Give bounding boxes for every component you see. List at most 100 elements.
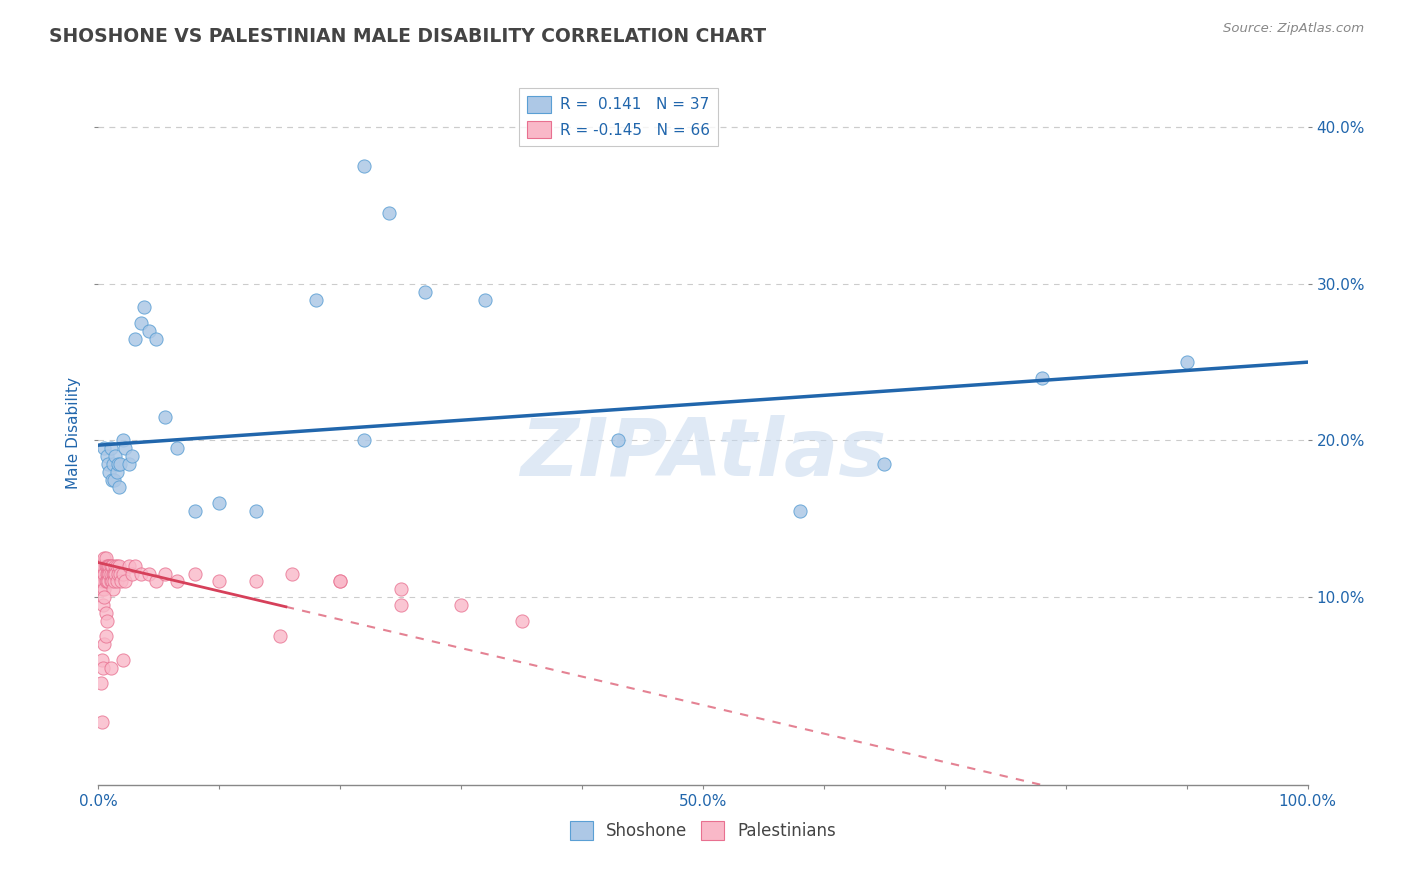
Point <box>103 574 125 589</box>
Point <box>124 558 146 573</box>
Point <box>94 558 117 573</box>
Point <box>789 504 811 518</box>
Point <box>208 574 231 589</box>
Point <box>91 582 114 597</box>
Point <box>389 598 412 612</box>
Point <box>305 293 328 307</box>
Point <box>93 637 115 651</box>
Point <box>129 316 152 330</box>
Point <box>89 566 111 581</box>
Point <box>100 558 122 573</box>
Point <box>100 558 122 573</box>
Point <box>105 465 128 479</box>
Point <box>353 160 375 174</box>
Point <box>450 598 472 612</box>
Point <box>245 574 267 589</box>
Point <box>107 566 129 581</box>
Point <box>153 409 176 424</box>
Point <box>134 301 156 315</box>
Point <box>96 558 118 573</box>
Point <box>108 457 131 471</box>
Point <box>245 504 267 518</box>
Point <box>96 614 118 628</box>
Point <box>1175 355 1198 369</box>
Point <box>1031 371 1053 385</box>
Point <box>104 449 127 463</box>
Point <box>100 574 122 589</box>
Point <box>208 496 231 510</box>
Point <box>184 504 207 518</box>
Point <box>100 574 122 589</box>
Point <box>413 285 436 299</box>
Point <box>377 206 399 220</box>
Point <box>108 480 131 494</box>
Point <box>100 566 122 581</box>
Text: ZIPAtlas: ZIPAtlas <box>520 415 886 492</box>
Point <box>124 332 146 346</box>
Point <box>96 449 118 463</box>
Point <box>93 550 115 565</box>
Point <box>98 558 121 573</box>
Point <box>166 574 188 589</box>
Point <box>97 574 120 589</box>
Point <box>329 574 352 589</box>
Text: Source: ZipAtlas.com: Source: ZipAtlas.com <box>1223 22 1364 36</box>
Point <box>111 434 134 448</box>
Point <box>91 715 114 730</box>
Point <box>166 442 188 456</box>
Point <box>91 566 114 581</box>
Point <box>93 566 115 581</box>
Point <box>329 574 352 589</box>
Point <box>873 457 896 471</box>
Point <box>93 442 115 456</box>
Point <box>94 606 117 620</box>
Point <box>389 582 412 597</box>
Point <box>90 574 112 589</box>
Point <box>103 566 125 581</box>
Point <box>121 449 143 463</box>
Point <box>91 598 114 612</box>
Point <box>105 574 128 589</box>
Point <box>184 566 207 581</box>
Point <box>101 582 124 597</box>
Point <box>91 653 114 667</box>
Point <box>121 566 143 581</box>
Point <box>607 434 630 448</box>
Point <box>101 457 124 471</box>
Point <box>98 465 121 479</box>
Point <box>93 582 115 597</box>
Point <box>104 566 127 581</box>
Point <box>108 566 131 581</box>
Point <box>90 676 112 690</box>
Point <box>104 558 127 573</box>
Point <box>96 566 118 581</box>
Point <box>114 442 136 456</box>
Point <box>101 566 124 581</box>
Point <box>353 434 375 448</box>
Point <box>114 574 136 589</box>
Point <box>93 590 115 604</box>
Point <box>510 614 533 628</box>
Point <box>145 574 167 589</box>
Point <box>91 558 114 573</box>
Point <box>111 566 134 581</box>
Point <box>91 574 114 589</box>
Point <box>105 558 128 573</box>
Point <box>100 473 122 487</box>
Point <box>474 293 496 307</box>
Point <box>97 566 120 581</box>
Point <box>138 324 160 338</box>
Point <box>108 558 131 573</box>
Point <box>96 574 118 589</box>
Point <box>98 566 121 581</box>
Y-axis label: Male Disability: Male Disability <box>66 376 82 489</box>
Point <box>129 566 152 581</box>
Point <box>94 629 117 643</box>
Point <box>110 574 132 589</box>
Point <box>118 558 141 573</box>
Point <box>90 558 112 573</box>
Point <box>94 574 117 589</box>
Point <box>111 653 134 667</box>
Point <box>118 457 141 471</box>
Point <box>138 566 160 581</box>
